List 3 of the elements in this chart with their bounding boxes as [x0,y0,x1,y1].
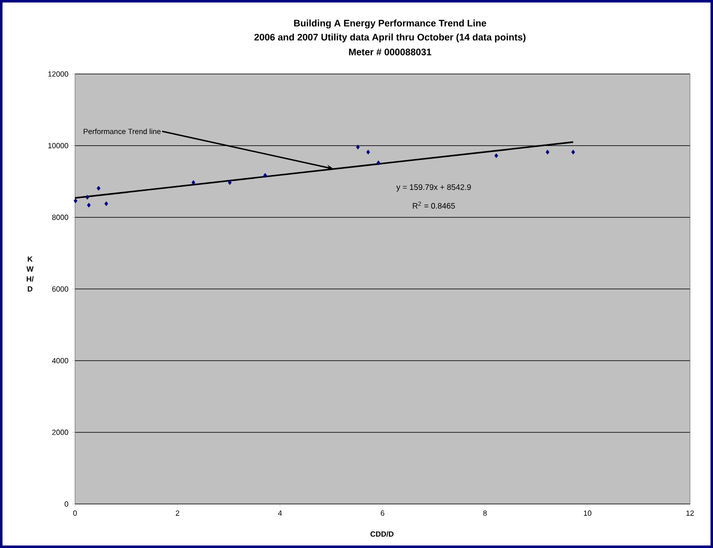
chart-subtitle: 2006 and 2007 Utility data April thru October (14 data points) [254,34,526,42]
chart-title: Building A Energy Performance Trend Line [294,20,486,28]
text: Meter # 000088031 [349,48,432,56]
